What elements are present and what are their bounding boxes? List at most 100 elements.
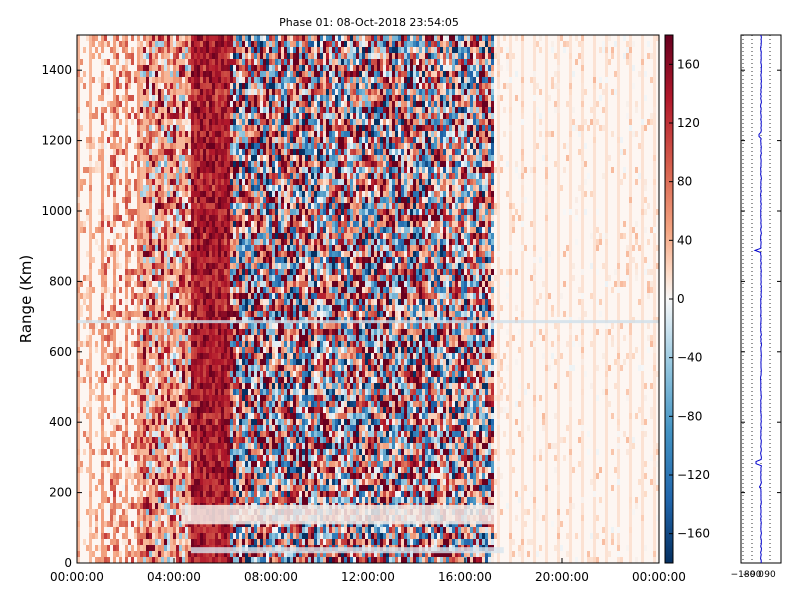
heatmap-cell <box>260 491 263 497</box>
heatmap-cell <box>110 107 113 113</box>
heatmap-cell <box>128 275 131 281</box>
heatmap-cell <box>245 41 248 47</box>
heatmap-cell <box>203 227 206 233</box>
heatmap-cell <box>191 449 194 455</box>
heatmap-cell <box>107 83 110 89</box>
heatmap-cell <box>206 251 209 257</box>
heatmap-cell <box>206 155 209 161</box>
heatmap-cell <box>293 251 296 257</box>
heatmap-cell <box>194 407 197 413</box>
heatmap-cell <box>194 377 197 383</box>
heatmap-cell <box>203 425 206 431</box>
heatmap-cell <box>203 359 206 365</box>
heatmap-cell <box>155 269 158 275</box>
heatmap-cell <box>203 149 206 155</box>
heatmap-cell <box>182 149 185 155</box>
heatmap-cell <box>287 245 290 251</box>
heatmap-cell <box>269 77 272 83</box>
heatmap-cell <box>209 467 212 473</box>
heatmap-cell <box>251 407 254 413</box>
heatmap-cell <box>260 353 263 359</box>
heatmap-cell <box>224 329 227 335</box>
heatmap-cell <box>167 101 170 107</box>
heatmap-cell <box>209 323 212 329</box>
heatmap-cell <box>284 497 287 503</box>
heatmap-cell <box>143 491 146 497</box>
heatmap-cell <box>284 239 287 245</box>
heatmap-cell <box>221 83 224 89</box>
heatmap-cell <box>164 515 167 521</box>
heatmap-cell <box>170 365 173 371</box>
heatmap-cell <box>254 269 257 275</box>
heatmap-cell <box>275 557 278 563</box>
heatmap-cell <box>296 263 299 269</box>
heatmap-cell <box>131 293 134 299</box>
heatmap-cell <box>155 77 158 83</box>
heatmap-cell <box>275 323 278 329</box>
heatmap-cell <box>296 437 299 443</box>
heatmap-cell <box>152 263 155 269</box>
heatmap-cell <box>281 539 284 545</box>
heatmap-cell <box>242 35 245 41</box>
heatmap-cell <box>221 245 224 251</box>
heatmap-cell <box>299 215 302 221</box>
heatmap-cell <box>269 101 272 107</box>
heatmap-cell <box>248 323 251 329</box>
heatmap-cell <box>188 485 191 491</box>
heatmap-cell <box>191 353 194 359</box>
heatmap-cell <box>146 41 149 47</box>
heatmap-cell <box>245 263 248 269</box>
heatmap-cell <box>203 185 206 191</box>
heatmap-cell <box>209 227 212 233</box>
heatmap-cell <box>164 107 167 113</box>
heatmap-cell <box>185 431 188 437</box>
heatmap-cell <box>206 383 209 389</box>
heatmap-cell <box>203 269 206 275</box>
heatmap-cell <box>116 173 119 179</box>
heatmap-column <box>167 35 170 563</box>
heatmap-cell <box>236 251 239 257</box>
heatmap-cell <box>176 263 179 269</box>
heatmap-cell <box>185 47 188 53</box>
heatmap-cell <box>299 89 302 95</box>
heatmap-cell <box>149 101 152 107</box>
heatmap-cell <box>164 449 167 455</box>
heatmap-cell <box>236 281 239 287</box>
heatmap-cell <box>215 155 218 161</box>
heatmap-cell <box>131 77 134 83</box>
heatmap-cell <box>110 479 113 485</box>
heatmap-cell <box>254 143 257 149</box>
heatmap-cell <box>212 359 215 365</box>
heatmap-cell <box>203 197 206 203</box>
heatmap-cell <box>299 449 302 455</box>
heatmap-cell <box>149 395 152 401</box>
heatmap-cell <box>194 215 197 221</box>
heatmap-cell <box>194 209 197 215</box>
heatmap-cell <box>167 383 170 389</box>
heatmap-cell <box>140 305 143 311</box>
heatmap-cell <box>155 407 158 413</box>
heatmap-cell <box>89 491 92 497</box>
heatmap-cell <box>158 491 161 497</box>
heatmap-cell <box>293 371 296 377</box>
heatmap-cell <box>299 557 302 563</box>
heatmap-cell <box>296 383 299 389</box>
heatmap-cell <box>257 347 260 353</box>
heatmap-cell <box>185 101 188 107</box>
heatmap-cell <box>194 131 197 137</box>
heatmap-cell <box>182 335 185 341</box>
heatmap-cell <box>230 557 233 563</box>
heatmap-cell <box>194 125 197 131</box>
heatmap-cell <box>269 47 272 53</box>
heatmap-cell <box>269 305 272 311</box>
heatmap-cell <box>284 101 287 107</box>
heatmap-cell <box>221 41 224 47</box>
heatmap-cell <box>263 113 266 119</box>
heatmap-cell <box>83 293 86 299</box>
heatmap-cell <box>164 545 167 551</box>
heatmap-cell <box>272 347 275 353</box>
heatmap-cell <box>284 413 287 419</box>
heatmap-cell <box>233 137 236 143</box>
heatmap-cell <box>248 95 251 101</box>
heatmap-cell <box>197 485 200 491</box>
